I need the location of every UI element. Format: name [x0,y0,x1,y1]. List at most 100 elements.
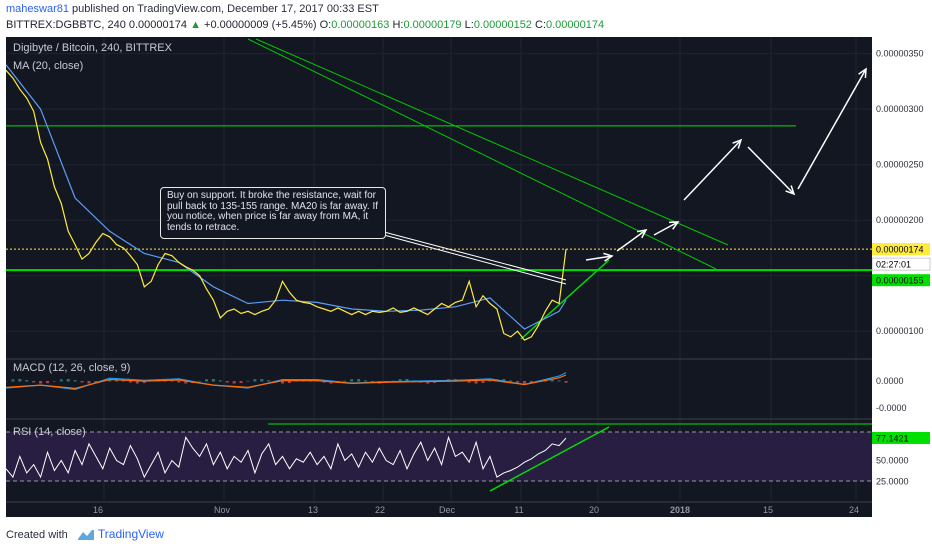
macd-signal-line [6,374,567,390]
price-tick-label: 0.00000350 [876,49,924,59]
macd-tick-label: 0.0000 [876,376,904,386]
projection-arrow-4 [683,139,742,201]
rsi-line [6,435,567,479]
macd-histogram-bar [281,381,285,384]
macd-histogram-bar [87,381,91,384]
callout-pointer-1 [383,231,567,281]
price-tick-label: 0.00000200 [876,215,924,225]
time-tick-label: 2018 [670,505,690,515]
macd-histogram-bar [170,380,174,382]
open-value: 0.00000163 [331,19,390,31]
price-badge-label: 0.00000174 [876,245,924,255]
macd-histogram-bar [322,381,326,383]
macd-histogram-bar [343,380,347,382]
projection-arrow-2 [616,229,647,252]
projection-arrow-5-head [785,185,796,196]
macd-histogram-bar [204,379,208,382]
macd-histogram-bar [550,379,554,382]
time-tick-label: 15 [763,505,773,515]
macd-histogram-bar [32,381,36,383]
change-value: +0.00000009 (+5.45%) [204,19,317,31]
publish-text: published on TradingView.com, December 1… [68,3,379,15]
price-panel-title: Digibyte / Bitcoin, 240, BITTREX [13,42,172,54]
high-label: H: [392,19,404,31]
macd-histogram-bar [529,381,533,383]
projection-arrow-3 [653,221,679,236]
macd-histogram-bar [177,381,181,383]
projection-arrow-6-head [858,67,867,79]
macd-histogram-bar [59,379,63,382]
projection-arrow-5 [747,146,795,195]
macd-histogram-bar [6,381,8,382]
macd-tick-label: -0.0000 [876,403,907,413]
footer: Created with TradingView [6,527,164,541]
time-tick-label: 16 [93,505,103,515]
macd-histogram-bar [52,380,56,382]
time-tick-label: 20 [589,505,599,515]
high-value: 0.00000179 [403,19,462,31]
publish-line: maheswar81 published on TradingView.com,… [6,3,379,15]
callout-pointer-2 [383,234,567,285]
projection-arrow-6 [797,68,867,190]
annotation-callout[interactable]: Buy on support. It broke the resistance,… [160,187,386,239]
author-link[interactable]: maheswar81 [6,3,69,15]
ohlc-line: BITTREX:DGBBTC, 240 0.00000174 ▲ +0.0000… [6,19,604,31]
macd-histogram-bar [253,379,257,382]
change-arrow-icon: ▲ [190,19,201,31]
macd-histogram-bar [211,378,215,382]
macd-histogram-bar [502,379,506,382]
macd-histogram-bar [108,379,112,382]
price-tick-label: 0.00000300 [876,104,924,114]
macd-histogram-bar [364,380,368,382]
time-tick-label: 24 [849,505,859,515]
price-badge [871,257,931,271]
macd-legend: MACD (12, 26, close, 9) [13,362,131,374]
macd-histogram-bar [426,381,430,384]
macd-histogram-bar [287,381,291,384]
ma-legend: MA (20, close) [13,60,84,72]
support-trendline [520,259,610,340]
symbol-label: BITTREX:DGBBTC, 240 [6,19,126,31]
tradingview-logo-icon [77,530,94,541]
price-axis-canvas[interactable]: 0.00000350 0.00000300 0.00000250 0.00000200… [871,37,932,517]
tradingview-brand[interactable]: TradingView [97,527,164,541]
time-axis[interactable]: 16 Nov 13 22 Dec 11 20 2018 15 24 [6,502,872,517]
macd-histogram-bar [11,379,15,382]
price-axis[interactable]: 0.00000350 0.00000300 0.00000250 0.00000200… [871,37,932,517]
projection-arrow-2-head [637,228,648,239]
rsi-badge-label: 77.1421 [876,433,909,443]
macd-histogram-bar [128,381,132,383]
macd-histogram-bar [142,381,146,384]
chart-canvas[interactable] [6,37,872,517]
macd-histogram-bar [184,381,188,384]
macd-histogram-bar [80,381,84,383]
macd-histogram-bar [405,379,409,382]
price-badge [872,274,930,287]
macd-histogram-bar [66,378,70,382]
projection-arrow-4-head [732,138,743,149]
chart-area[interactable]: Digibyte / Bitcoin, 240, BITTREX MA (20,… [6,37,872,517]
macd-histogram-bar [267,380,271,382]
macd-histogram-bar [25,380,29,382]
price-tick-label: 0.00000100 [876,326,924,336]
macd-histogram-bar [260,379,264,382]
macd-histogram-bar [232,381,236,384]
time-tick-label: 13 [308,505,318,515]
macd-histogram-bar [122,380,126,382]
trendline-2 [247,38,717,270]
macd-histogram-bar [474,381,478,384]
open-label: O: [319,19,332,31]
rsi-band [6,432,872,481]
macd-histogram-bar [218,380,222,382]
price-badge-label: 0.00000155 [876,276,924,286]
macd-histogram-bar [45,381,49,384]
macd-histogram-bar [509,380,513,382]
projection-arrow-1-head [603,252,614,262]
macd-histogram-bar [523,381,527,384]
macd-histogram-bar [398,379,402,382]
macd-histogram-bar [488,380,492,382]
macd-histogram-bar [481,381,485,383]
low-value: 0.00000152 [473,19,532,31]
macd-histogram-bar [350,379,354,382]
rsi-tick-label: 25.0000 [876,476,909,486]
